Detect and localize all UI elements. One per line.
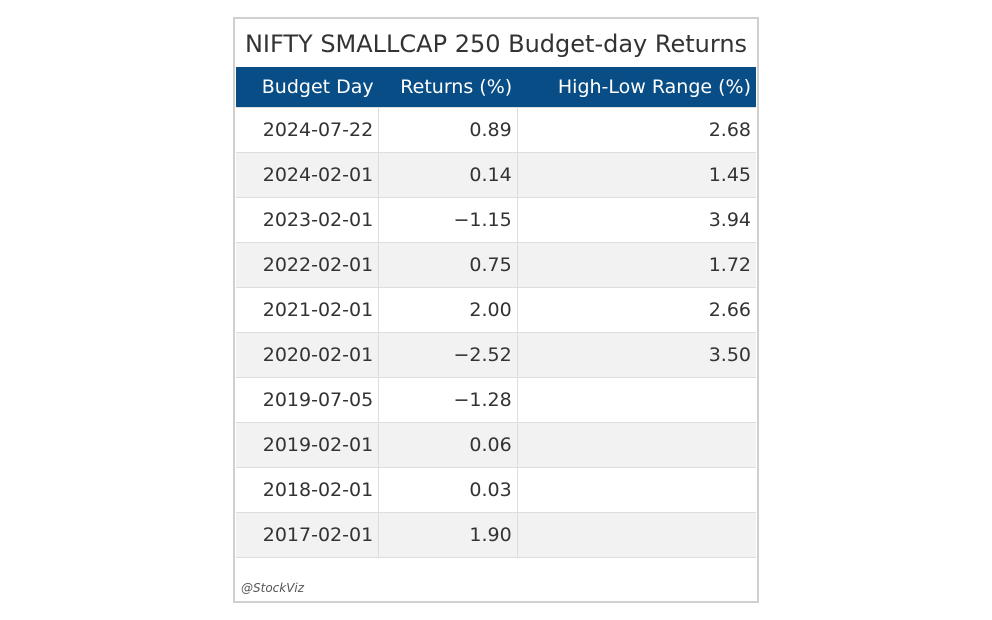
table-row: 2024-07-22 0.89 2.68 bbox=[236, 107, 756, 153]
table-card: NIFTY SMALLCAP 250 Budget-day Returns Bu… bbox=[233, 17, 759, 603]
table-row: 2019-07-05 −1.28 bbox=[236, 377, 756, 423]
cell-high-low-range: 1.45 bbox=[516, 152, 756, 198]
cell-returns: 0.89 bbox=[378, 107, 518, 153]
cell-budget-day: 2019-07-05 bbox=[236, 377, 379, 423]
table-row: 2022-02-01 0.75 1.72 bbox=[236, 242, 756, 288]
table-title: NIFTY SMALLCAP 250 Budget-day Returns bbox=[244, 30, 748, 58]
cell-returns: 1.90 bbox=[378, 512, 518, 558]
table-row: 2017-02-01 1.90 bbox=[236, 512, 756, 558]
cell-returns: 0.06 bbox=[378, 422, 518, 468]
header-budget-day: Budget Day bbox=[236, 67, 379, 108]
cell-high-low-range: 1.72 bbox=[516, 242, 756, 288]
credit-label: @StockViz bbox=[241, 581, 305, 595]
cell-high-low-range bbox=[516, 512, 756, 558]
cell-returns: 2.00 bbox=[378, 287, 518, 333]
cell-high-low-range: 3.94 bbox=[516, 197, 756, 243]
cell-returns: −1.28 bbox=[378, 377, 518, 423]
table-row: 2021-02-01 2.00 2.66 bbox=[236, 287, 756, 333]
cell-high-low-range: 2.68 bbox=[516, 107, 756, 153]
cell-high-low-range bbox=[516, 377, 756, 423]
cell-budget-day: 2019-02-01 bbox=[236, 422, 379, 468]
cell-budget-day: 2023-02-01 bbox=[236, 197, 379, 243]
cell-high-low-range: 2.66 bbox=[516, 287, 756, 333]
cell-budget-day: 2024-02-01 bbox=[236, 152, 379, 198]
header-returns: Returns (%) bbox=[378, 67, 518, 108]
cell-returns: 0.75 bbox=[378, 242, 518, 288]
table-row: 2018-02-01 0.03 bbox=[236, 467, 756, 513]
returns-table: Budget Day Returns (%) High-Low Range (%… bbox=[236, 67, 756, 558]
cell-budget-day: 2022-02-01 bbox=[236, 242, 379, 288]
table-row: 2019-02-01 0.06 bbox=[236, 422, 756, 468]
cell-budget-day: 2024-07-22 bbox=[236, 107, 379, 153]
table-body: 2024-07-22 0.89 2.68 2024-02-01 0.14 1.45 2023… bbox=[236, 107, 756, 558]
table-row: 2024-02-01 0.14 1.45 bbox=[236, 152, 756, 198]
cell-budget-day: 2017-02-01 bbox=[236, 512, 379, 558]
cell-budget-day: 2021-02-01 bbox=[236, 287, 379, 333]
cell-budget-day: 2020-02-01 bbox=[236, 332, 379, 378]
cell-returns: 0.03 bbox=[378, 467, 518, 513]
header-high-low-range: High-Low Range (%) bbox=[517, 67, 756, 108]
cell-high-low-range: 3.50 bbox=[516, 332, 756, 378]
cell-returns: −1.15 bbox=[378, 197, 518, 243]
table-row: 2023-02-01 −1.15 3.94 bbox=[236, 197, 756, 243]
cell-budget-day: 2018-02-01 bbox=[236, 467, 379, 513]
header-row: Budget Day Returns (%) High-Low Range (%… bbox=[236, 67, 756, 108]
cell-high-low-range bbox=[516, 467, 756, 513]
cell-returns: −2.52 bbox=[378, 332, 518, 378]
cell-returns: 0.14 bbox=[378, 152, 518, 198]
cell-high-low-range bbox=[516, 422, 756, 468]
table-row: 2020-02-01 −2.52 3.50 bbox=[236, 332, 756, 378]
